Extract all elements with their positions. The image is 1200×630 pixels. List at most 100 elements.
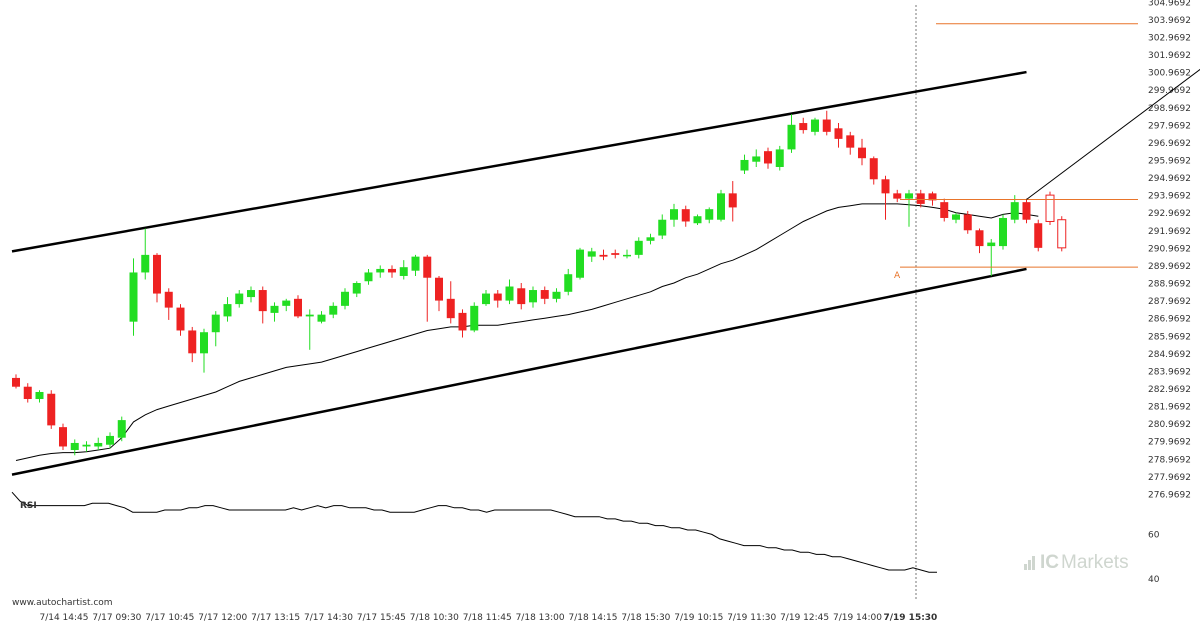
candle-body (82, 444, 91, 447)
x-tick-label: 7/17 09:30 (92, 613, 141, 623)
x-tick-label: 7/19 15:30 (883, 613, 937, 623)
candle (258, 286, 267, 324)
candle-body (153, 254, 161, 294)
y-tick-label: 296.9692 (1148, 139, 1191, 149)
candle-body (435, 277, 443, 301)
candle (599, 249, 608, 261)
candle (423, 254, 432, 322)
candle (117, 416, 126, 442)
candle-body (728, 193, 737, 208)
candle-body (623, 254, 631, 257)
candle (752, 149, 761, 167)
candle (681, 205, 690, 227)
candle-body (129, 272, 138, 322)
candle (411, 254, 420, 276)
candle (893, 189, 902, 203)
x-tick-label: 7/19 12:45 (780, 613, 829, 623)
candle-body (482, 293, 490, 305)
candle-body (740, 159, 749, 171)
candle (435, 275, 443, 312)
candle-body (235, 293, 244, 305)
candle (811, 117, 819, 136)
y-tick-label: 297.9692 (1148, 121, 1191, 131)
x-tick-label: 7/18 15:30 (621, 613, 670, 623)
candle (176, 304, 185, 336)
candle (822, 110, 831, 136)
candle-body (329, 305, 338, 315)
candle-body (916, 193, 925, 204)
candles (12, 110, 1067, 456)
y-tick-label: 285.9692 (1148, 332, 1191, 342)
x-tick-label: 7/14 14:45 (39, 613, 88, 623)
y-tick-label: 300.9692 (1148, 69, 1191, 79)
watermark: www.autochartist.com (12, 598, 113, 608)
candle (916, 189, 925, 208)
candle (693, 214, 702, 225)
candle (223, 297, 232, 322)
y-tick-label: 302.9692 (1148, 33, 1191, 43)
candle-body (646, 237, 655, 241)
candle (705, 207, 714, 224)
candle (446, 281, 455, 324)
y-tick-label: 294.9692 (1148, 174, 1191, 184)
candle (529, 286, 537, 308)
candle-body (705, 209, 714, 220)
rsi-panel: RSI 60 40 (11, 491, 1160, 585)
candle-body (869, 158, 878, 180)
candle (881, 175, 890, 220)
candle (247, 286, 255, 303)
candle (728, 181, 737, 222)
candle-body (752, 156, 761, 162)
candle-body (576, 249, 584, 278)
candle-body (70, 442, 79, 450)
candle (576, 247, 584, 280)
y-tick-label: 283.9692 (1148, 367, 1191, 377)
x-tick-label: 7/19 11:30 (727, 613, 776, 623)
y-tick-label: 276.9692 (1148, 490, 1191, 500)
rsi-title: RSI (20, 501, 37, 511)
candle-body (423, 256, 432, 278)
candle-body (987, 242, 996, 247)
channel-upper-line (11, 70, 1027, 253)
candle-body (399, 267, 408, 276)
candle-body (388, 268, 396, 273)
candle-body (352, 283, 361, 294)
candle (517, 283, 526, 310)
moving-average (15, 203, 1039, 461)
candle (376, 265, 385, 278)
level-label: A (894, 271, 901, 281)
candle-body (47, 393, 56, 426)
candle (23, 383, 32, 403)
x-tick-label: 7/18 10:30 (410, 613, 459, 623)
x-tick-label: 7/17 13:15 (251, 613, 300, 623)
candle (646, 233, 655, 245)
y-tick-label: 287.9692 (1148, 297, 1191, 307)
candle (1034, 219, 1043, 252)
candle-body (775, 149, 784, 167)
y-tick-label: 280.9692 (1148, 420, 1191, 430)
candle-body (540, 290, 549, 299)
candle-body (552, 291, 561, 299)
candle-body (658, 219, 667, 236)
brand-logo: IC Markets (1024, 552, 1129, 574)
candle (940, 198, 949, 222)
candle-body (846, 135, 855, 148)
candle (82, 441, 91, 452)
y-tick-label: 277.9692 (1148, 473, 1191, 483)
x-tick-label: 7/19 10:15 (674, 613, 723, 623)
x-axis: 7/14 14:45 7/17 09:30 7/17 10:45 7/17 12:00… (39, 613, 937, 623)
candle (106, 432, 114, 449)
candle-body (881, 179, 890, 194)
candle (211, 311, 220, 347)
candle-body (411, 256, 420, 271)
candle (987, 239, 996, 276)
candle-body (693, 216, 702, 224)
candle-body (59, 427, 67, 447)
candle-body (787, 124, 796, 150)
candle (294, 295, 302, 319)
candle (952, 212, 960, 224)
candle-body (963, 214, 972, 231)
candle (305, 309, 314, 350)
candle (905, 189, 913, 227)
x-tick-label: 7/17 12:00 (198, 613, 247, 623)
